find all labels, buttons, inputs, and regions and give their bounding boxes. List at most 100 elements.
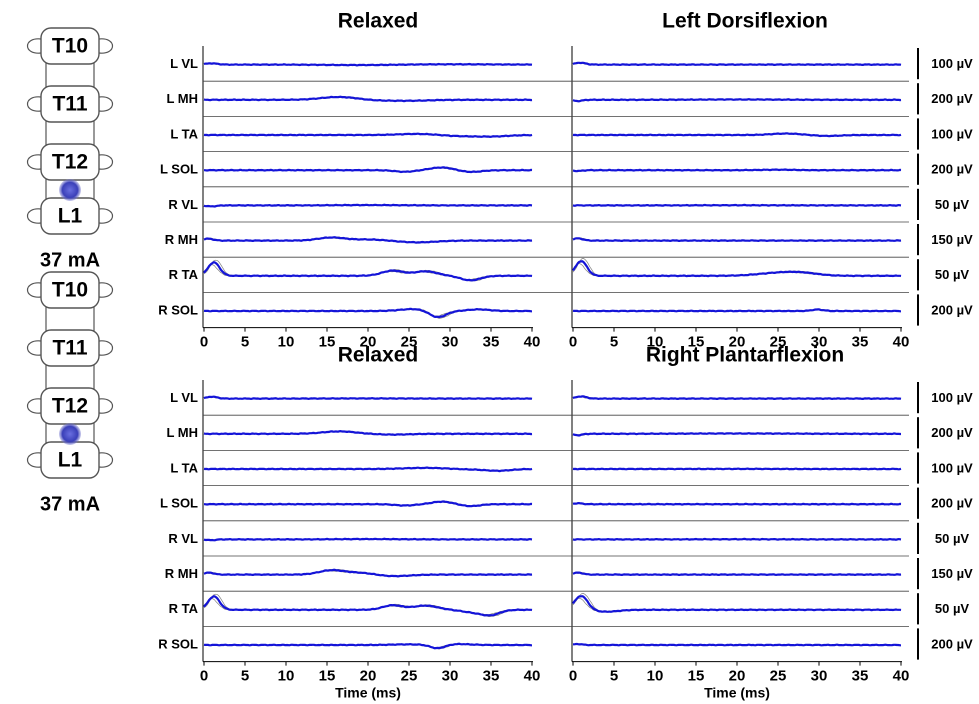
channel-label: L SOL: [160, 162, 198, 177]
vertebra-process: [98, 340, 114, 356]
scale-bar-label: 50 µV: [935, 601, 970, 616]
vertebra-t10: [40, 27, 100, 65]
vertebra-label: T11: [52, 337, 87, 360]
mean-trace-left-r-vl: [203, 537, 533, 542]
trial-trace: [572, 257, 901, 277]
vertebra-process: [98, 282, 114, 298]
mean-trace-left-r-ta: [203, 595, 533, 617]
mean-trace-right-r-ta: [572, 260, 902, 278]
x-tick-label: 20: [729, 668, 746, 685]
channel-label: R VL: [168, 197, 198, 212]
x-tick-label: 30: [442, 668, 459, 685]
panel-title-right: Left Dorsiflexion: [662, 10, 828, 33]
vertebra-t11: [40, 85, 100, 123]
mean-trace-left-l-mh: [203, 429, 533, 437]
mean-trace-left-l-ta: [203, 132, 533, 139]
x-tick-label: 25: [401, 668, 418, 685]
x-tick-label: 30: [442, 334, 459, 351]
mean-trace-right-l-vl: [572, 61, 902, 67]
x-tick-label: 25: [401, 334, 418, 351]
vertebra-process: [26, 282, 42, 298]
scale-bar-label: 200 µV: [931, 302, 973, 317]
mean-trace-right-l-sol: [572, 168, 902, 173]
vertebra-label: L1: [58, 205, 83, 228]
x-tick-label: 10: [278, 334, 295, 351]
scale-bar-label: 200 µV: [931, 91, 973, 106]
x-tick-label: 35: [483, 668, 500, 685]
x-tick-label: 15: [319, 334, 336, 351]
mean-trace-left-l-sol: [204, 166, 533, 174]
mean-trace-left-l-mh: [203, 95, 533, 103]
channel-label: L TA: [170, 460, 198, 475]
mean-trace-right-r-mh: [572, 237, 902, 243]
panel-title-left: Relaxed: [338, 344, 419, 367]
x-tick-label: 10: [278, 668, 295, 685]
mean-trace-left-r-mh: [203, 236, 533, 244]
mean-trace-left-l-vl: [203, 62, 533, 67]
channel-label: R TA: [169, 601, 199, 616]
vertebra-process: [98, 208, 114, 224]
channel-label: L MH: [166, 91, 198, 106]
x-tick-label: 0: [569, 668, 577, 685]
x-tick-label: 15: [688, 334, 705, 351]
mean-trace-left-r-mh: [203, 568, 533, 578]
scale-bar-label: 200 µV: [931, 496, 973, 511]
x-tick-label: 5: [241, 334, 249, 351]
emg-panel-bottom: Relaxed Right Plantarflexion L VL 100 µV L M…: [158, 344, 973, 701]
x-tick-label: 10: [647, 668, 664, 685]
mean-trace-right-l-ta: [572, 132, 902, 138]
vertebra-process: [26, 452, 42, 468]
vertebra-label: T10: [52, 279, 88, 302]
channel-label: R MH: [165, 566, 198, 581]
vertebra-label: T12: [52, 151, 88, 174]
x-tick-label: 5: [241, 668, 249, 685]
x-tick-label: 35: [483, 334, 500, 351]
x-tick-label: 20: [360, 334, 377, 351]
x-tick-label: 15: [688, 668, 705, 685]
scale-bar-label: 100 µV: [931, 460, 973, 475]
vertebra-process: [98, 452, 114, 468]
x-tick-label: 20: [360, 668, 377, 685]
x-tick-label: 30: [811, 334, 828, 351]
channel-label: L VL: [170, 390, 198, 405]
x-tick-label: 0: [200, 334, 208, 351]
mean-trace-right-r-ta: [572, 595, 902, 613]
channel-label: R SOL: [158, 636, 198, 651]
scale-bar-label: 200 µV: [931, 162, 973, 177]
vertebra-label: L1: [58, 449, 83, 472]
scale-bar-label: 100 µV: [931, 390, 973, 405]
vertebra-process: [26, 154, 42, 170]
mean-trace-right-r-sol: [572, 308, 901, 313]
x-tick-label: 40: [524, 334, 541, 351]
x-tick-label: 0: [569, 334, 577, 351]
scale-bar-label: 100 µV: [931, 126, 973, 141]
channel-label: R MH: [165, 232, 198, 247]
channel-label: L MH: [166, 425, 198, 440]
vertebra-process: [26, 38, 42, 54]
channel-label: L SOL: [160, 496, 198, 511]
x-tick-label: 5: [610, 668, 618, 685]
mean-trace-left-l-ta: [203, 466, 533, 473]
mean-trace-right-r-mh: [572, 571, 902, 577]
panel-title-right: Right Plantarflexion: [646, 344, 844, 367]
x-tick-label: 20: [729, 334, 746, 351]
x-tick-label: 5: [610, 334, 618, 351]
scale-bar-label: 150 µV: [931, 566, 973, 581]
stimulation-current-label: 37 mA: [40, 493, 100, 515]
mean-trace-left-r-vl: [203, 203, 533, 208]
scale-bar-label: 200 µV: [931, 636, 973, 651]
mean-trace-left-r-ta: [203, 261, 533, 282]
channel-label: R TA: [169, 267, 199, 282]
x-tick-label: 35: [852, 668, 869, 685]
scale-bar-label: 200 µV: [931, 425, 973, 440]
stimulation-diagram-top: T10 T11 T12 L1 37 mA: [26, 27, 114, 271]
vertebra-process: [98, 96, 114, 112]
x-tick-label: 10: [647, 334, 664, 351]
mean-trace-right-l-vl: [572, 395, 902, 401]
channel-label: R SOL: [158, 302, 198, 317]
x-axis-label: Time (ms): [704, 684, 770, 700]
x-tick-label: 30: [811, 668, 828, 685]
vertebra-label: T12: [52, 395, 88, 418]
mean-trace-right-r-vl: [572, 537, 902, 541]
mean-trace-right-l-ta: [572, 467, 902, 471]
